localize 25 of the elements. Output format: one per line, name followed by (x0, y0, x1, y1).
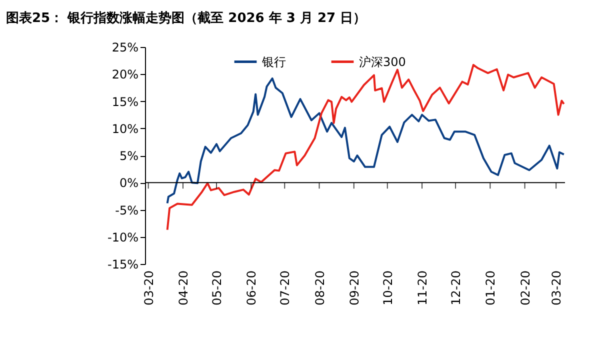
y-tick-label: -15% (107, 258, 138, 272)
y-tick-label: 5% (119, 149, 138, 163)
y-tick-label: 0% (119, 176, 138, 190)
y-tick-label: -10% (107, 230, 138, 244)
x-tick-label: 03-20 (142, 270, 156, 306)
x-tick-label: 05-20 (210, 270, 224, 306)
legend-label: 沪深300 (359, 54, 406, 69)
x-tick-label: 10-20 (380, 270, 395, 306)
y-tick-label: 10% (112, 122, 138, 136)
x-tick-label: 12-20 (449, 270, 464, 306)
x-tick-label: 03-20 (550, 270, 564, 306)
x-tick-label: 07-20 (278, 270, 292, 306)
legend-label: 银行 (261, 54, 286, 69)
chart-title: 图表25： 银行指数涨幅走势图（截至 2026 年 3 月 27 日） (6, 10, 366, 26)
x-tick-label: 01-20 (484, 270, 498, 306)
x-tick-label: 04-20 (176, 270, 190, 306)
y-tick-label: 25% (112, 40, 138, 54)
y-tick-label: -5% (115, 203, 138, 218)
y-tick-label: 20% (112, 68, 138, 82)
y-tick-label: 15% (112, 94, 138, 109)
x-tick-label: 09-20 (347, 270, 362, 306)
x-tick-label: 08-20 (312, 270, 327, 306)
x-tick-label: 06-20 (244, 270, 259, 306)
x-tick-label: 11-20 (416, 270, 430, 306)
x-tick-label: 02-20 (518, 270, 532, 306)
